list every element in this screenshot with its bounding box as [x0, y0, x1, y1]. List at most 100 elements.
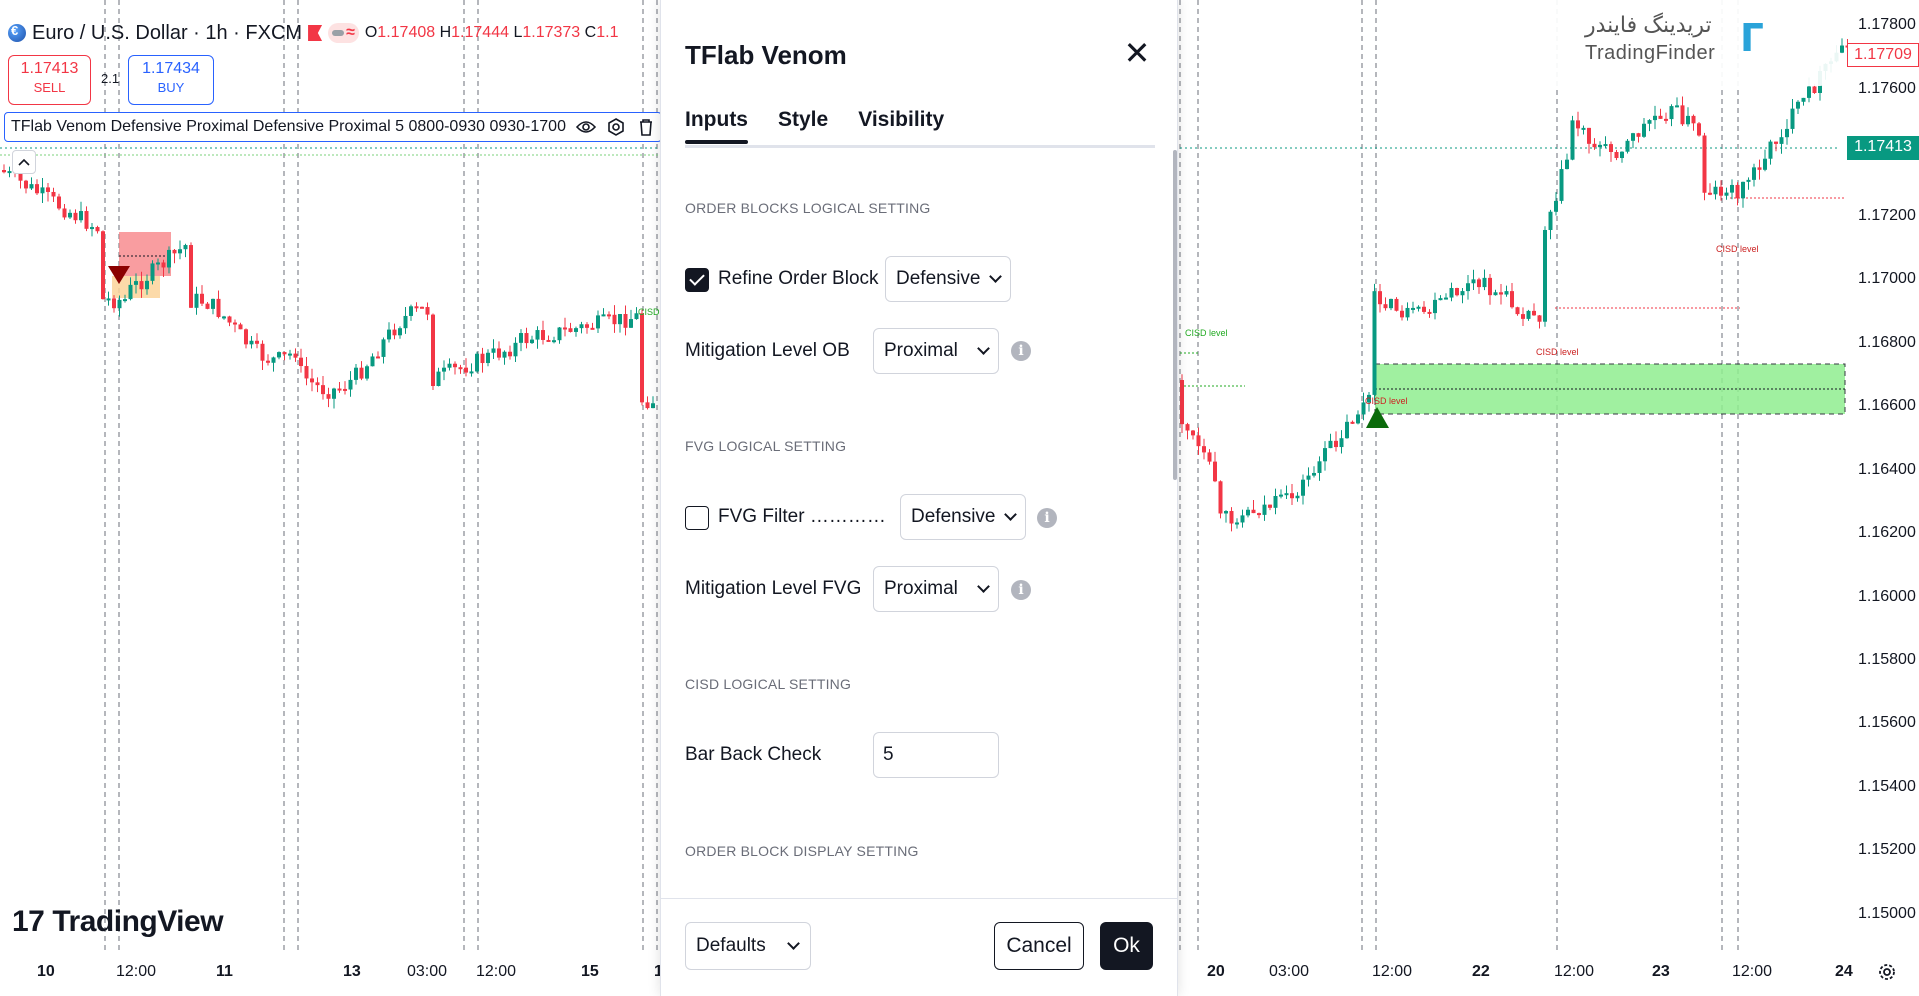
candle-body — [1581, 127, 1586, 130]
candle-body — [117, 299, 122, 309]
candle-body — [359, 367, 364, 379]
candle-body — [1488, 277, 1492, 296]
bearish-signal-marker — [108, 266, 130, 284]
candle-body — [326, 394, 331, 399]
cisd-label-4: CISD level — [1716, 244, 1759, 254]
mitigation-fvg-label: Mitigation Level FVG — [685, 578, 862, 599]
bar-back-input[interactable]: 5 — [873, 732, 999, 778]
flag-icon[interactable] — [308, 25, 323, 41]
section-fvg-logical: FVG LOGICAL SETTING — [685, 438, 847, 454]
tab-visibility[interactable]: Visibility — [858, 108, 945, 131]
candle-body — [1840, 45, 1844, 53]
candle-body — [1262, 504, 1267, 515]
cancel-button[interactable]: Cancel — [994, 922, 1084, 970]
candle-body — [612, 314, 617, 325]
candle-body — [1372, 291, 1377, 395]
tab-style[interactable]: Style — [778, 108, 829, 131]
candle-body — [255, 340, 259, 344]
open-value: 1.17408 — [377, 24, 436, 41]
refine-ob-checkbox[interactable] — [685, 268, 709, 292]
candle-body — [277, 352, 281, 358]
candle-body — [161, 262, 166, 268]
ok-button[interactable]: Ok — [1100, 922, 1153, 970]
refine-ob-select[interactable]: Defensive — [885, 256, 1011, 302]
candle-body — [546, 339, 551, 342]
indicator-legend[interactable]: TFlab Venom Defensive Proximal Defensive… — [4, 112, 662, 142]
eye-icon[interactable] — [575, 117, 596, 137]
candle-body — [1763, 158, 1767, 170]
dialog-scrollbar[interactable] — [1173, 150, 1177, 480]
info-icon[interactable]: i — [1011, 341, 1031, 361]
minus-icon — [332, 30, 345, 36]
candle-body — [1801, 97, 1806, 102]
candle-body — [1691, 115, 1696, 124]
fvg-filter-select[interactable]: Defensive — [900, 494, 1026, 540]
price-label: 1.17200 — [1858, 207, 1916, 224]
candle-body — [1532, 310, 1536, 316]
buy-price: 1.17434 — [142, 60, 200, 77]
status-pill[interactable]: ≈ — [328, 23, 359, 43]
candle-body — [1449, 287, 1454, 298]
candle-body — [95, 227, 100, 232]
candle-body — [1554, 200, 1558, 212]
current-price-tag: 1.17413 — [1847, 136, 1919, 160]
defaults-button[interactable]: Defaults — [685, 922, 811, 970]
candle-body — [332, 388, 336, 399]
candle-body — [376, 356, 380, 359]
candle-body — [73, 212, 78, 221]
info-icon[interactable]: i — [1011, 580, 1031, 600]
tab-inputs[interactable]: Inputs — [685, 108, 748, 144]
price-label: 1.17000 — [1858, 270, 1916, 287]
candle-body — [486, 352, 490, 364]
candle-body — [1603, 144, 1608, 147]
candle-body — [1565, 159, 1569, 170]
candle-body — [1422, 306, 1426, 312]
candle-body — [1350, 421, 1355, 424]
gear-icon[interactable] — [1876, 961, 1900, 985]
candle-body — [541, 330, 545, 340]
candle-body — [1713, 186, 1718, 195]
candle-body — [1444, 297, 1448, 300]
buy-button[interactable]: 1.17434 BUY — [128, 55, 214, 105]
mitigation-fvg-value: Proximal — [884, 578, 958, 599]
candle-body — [535, 330, 540, 340]
tradingfinder-logo: تریدینگ فایندر TradingFinder ᒥ — [1510, 0, 1840, 86]
candle-body — [46, 187, 50, 192]
mitigation-fvg-select[interactable]: Proximal — [873, 566, 999, 612]
candle-body — [1730, 184, 1734, 193]
candle-body — [1273, 495, 1278, 508]
sell-button[interactable]: 1.17413 SELL — [8, 55, 91, 105]
candle-body — [447, 363, 452, 368]
candle-body — [524, 333, 529, 344]
settings-icon[interactable] — [606, 117, 626, 137]
candle-body — [1328, 440, 1333, 449]
candle-body — [1427, 311, 1432, 314]
candle-body — [1251, 509, 1256, 514]
collapse-legend-button[interactable] — [12, 150, 36, 174]
candle-body — [1752, 167, 1756, 180]
symbol-legend[interactable]: Euro / U.S. Dollar · 1h · FXCM ≈ O1.1740… — [8, 20, 618, 46]
close-icon[interactable]: ✕ — [1123, 35, 1151, 71]
candle-body — [354, 367, 358, 380]
candle-body — [1598, 144, 1602, 148]
candle-body — [1774, 141, 1778, 144]
fvg-filter-checkbox[interactable] — [685, 506, 709, 530]
candle-body — [370, 356, 375, 367]
info-icon[interactable]: i — [1037, 508, 1057, 528]
price-label: 1.17600 — [1858, 80, 1916, 97]
candle-body — [1455, 287, 1459, 296]
candle-body — [1768, 141, 1773, 159]
indicator-settings-dialog[interactable]: TFlab Venom ✕ Inputs Style Visibility OR… — [660, 0, 1178, 996]
candle-body — [585, 324, 589, 328]
candle-body — [1592, 143, 1597, 148]
candle-body — [381, 339, 386, 357]
candle-body — [1499, 292, 1503, 295]
candle-body — [1438, 298, 1443, 301]
candle-body — [458, 367, 463, 370]
candle-body — [216, 298, 221, 317]
candle-body — [502, 351, 507, 358]
mitigation-ob-select[interactable]: Proximal — [873, 328, 999, 374]
candle-body — [651, 403, 655, 409]
trash-icon[interactable] — [636, 117, 656, 137]
